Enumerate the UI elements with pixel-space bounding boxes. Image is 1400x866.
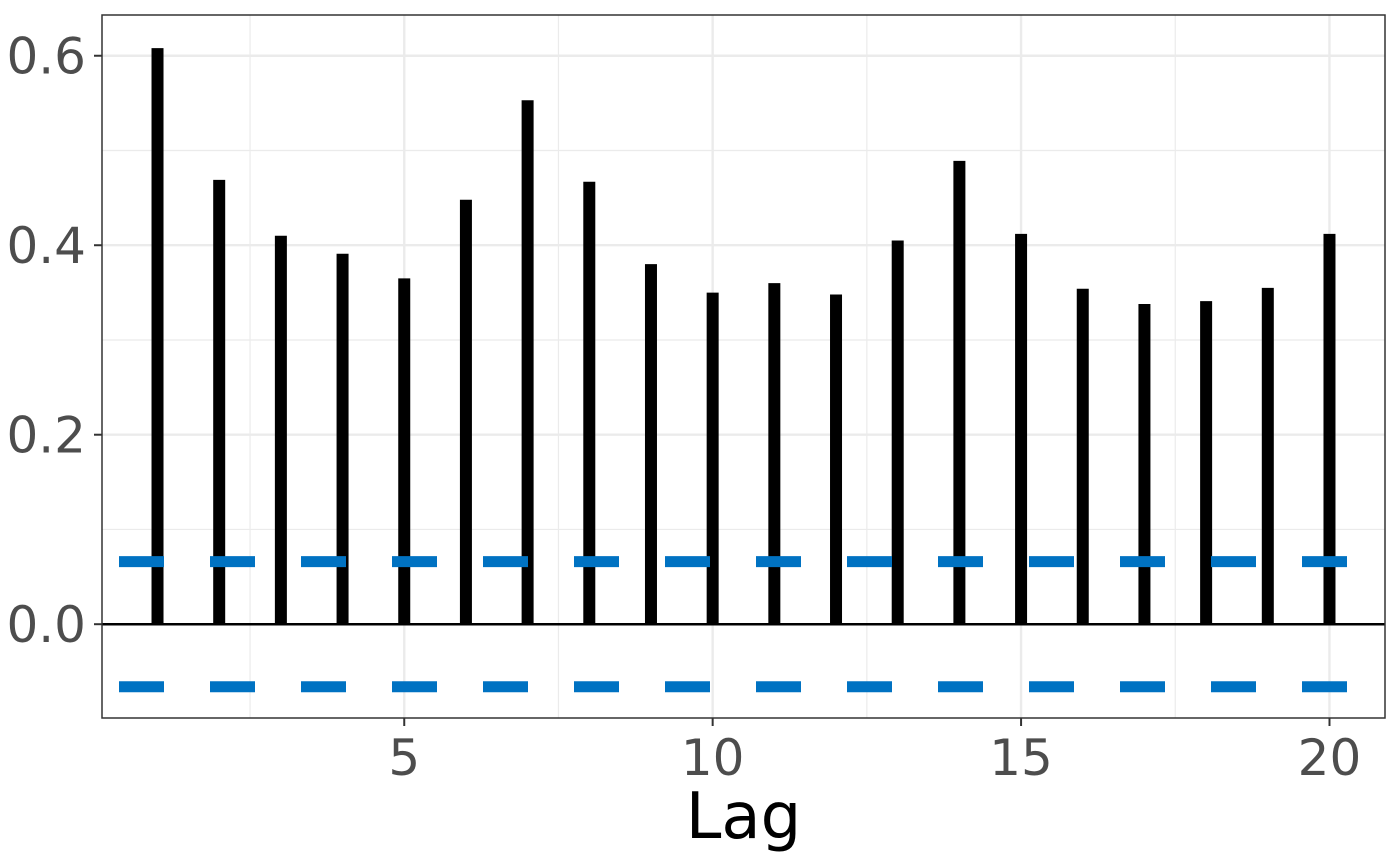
panel-border — [101, 14, 1386, 719]
x-axis-title: Lag — [686, 780, 802, 854]
y-tick-label: 0.2 — [6, 407, 86, 465]
y-axis-ticks: 0.0 0.2 0.4 0.6 — [6, 28, 102, 654]
acf-bars — [151, 48, 1336, 625]
x-tick-label: 5 — [388, 729, 420, 787]
x-axis-ticks: 5 10 15 20 — [388, 718, 1361, 787]
y-tick-label: 0.6 — [6, 28, 86, 86]
grid-lines — [102, 15, 1385, 718]
x-tick-label: 20 — [1298, 729, 1362, 787]
y-tick-label: 0.4 — [6, 217, 86, 275]
x-tick-label: 15 — [989, 729, 1053, 787]
x-tick-label: 10 — [681, 729, 745, 787]
confidence-bounds — [119, 556, 1385, 693]
y-tick-label: 0.0 — [6, 596, 86, 654]
